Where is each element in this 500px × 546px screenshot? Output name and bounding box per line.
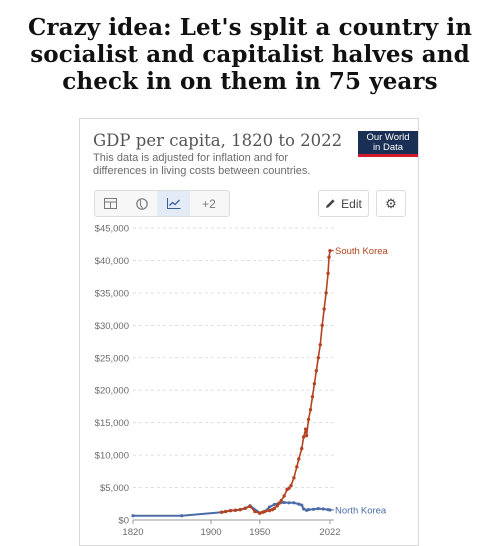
north-korea-point[interactable] — [316, 507, 320, 511]
chart-card — [79, 118, 419, 546]
tab-table[interactable] — [95, 191, 126, 216]
logo-line: Our World — [366, 132, 410, 143]
south-korea-point[interactable] — [292, 476, 296, 480]
view-tabs: +2 — [94, 190, 230, 217]
south-korea-point[interactable] — [322, 307, 326, 311]
chart-grid — [133, 227, 334, 521]
south-korea-point[interactable] — [312, 382, 317, 386]
north-korea-point[interactable] — [292, 501, 296, 505]
y-tick-label: $40,000 — [95, 256, 129, 267]
south-korea-point[interactable] — [258, 511, 262, 515]
south-korea-point[interactable] — [316, 356, 320, 360]
edit-label: Edit — [341, 196, 362, 211]
chart-title: GDP per capita, 1820 to 2022 — [93, 131, 343, 150]
y-tick-label: $0 — [118, 516, 129, 527]
north-korea-point[interactable] — [300, 503, 304, 507]
settings-button[interactable]: ⚙ — [376, 190, 406, 217]
chart-series — [131, 249, 332, 518]
north-korea-point[interactable] — [328, 508, 332, 512]
y-tick-label: $5,000 — [100, 483, 129, 494]
logo-line: in Data — [372, 142, 404, 153]
north-korea-point[interactable] — [282, 500, 286, 505]
south-korea-point[interactable] — [300, 446, 304, 451]
table-icon — [104, 198, 117, 209]
south-korea-point[interactable] — [243, 506, 247, 511]
south-korea-point[interactable] — [220, 510, 224, 514]
line-chart-icon — [166, 198, 180, 209]
south-korea-point[interactable] — [297, 457, 301, 461]
gear-icon: ⚙ — [385, 195, 397, 211]
y-tick-label: $30,000 — [95, 321, 129, 332]
y-tick-label: $10,000 — [95, 451, 129, 462]
chart-ticks: $0 $5,000 $10,000 $15,000 $20,000 $25,000 $30,… — [95, 224, 341, 539]
south-korea-point[interactable] — [228, 508, 233, 513]
x-tick-label: 1820 — [122, 527, 143, 538]
north-korea-point[interactable] — [267, 505, 272, 509]
tab-chart[interactable] — [157, 191, 190, 216]
south-korea-point[interactable] — [282, 494, 286, 498]
pencil-icon — [326, 199, 335, 208]
south-korea-point[interactable] — [275, 504, 280, 508]
more-tabs-button[interactable]: +2 — [202, 196, 216, 211]
y-tick-label: $20,000 — [95, 386, 129, 397]
south-korea-point[interactable] — [238, 507, 242, 512]
globe-icon — [135, 197, 148, 210]
south-korea-point[interactable] — [320, 323, 324, 328]
south-korea-point[interactable] — [306, 417, 311, 422]
south-korea-point[interactable] — [279, 498, 283, 503]
x-tick-label: 1950 — [249, 527, 270, 538]
north-korea-point[interactable] — [287, 501, 291, 505]
x-tick-label: 2022 — [319, 527, 340, 538]
south-korea-point[interactable] — [267, 508, 272, 513]
x-tick-label: 1900 — [200, 527, 221, 538]
south-korea-point[interactable] — [303, 427, 308, 431]
y-tick-label: $35,000 — [95, 288, 129, 299]
south-korea-line[interactable] — [220, 249, 331, 514]
meme-caption: Crazy idea: Let's split a country in soc… — [0, 14, 500, 95]
meme-caption-line: check in on them in 75 years — [62, 68, 438, 95]
north-korea-point[interactable] — [297, 502, 301, 506]
south-korea-point[interactable] — [295, 465, 299, 469]
south-korea-point[interactable] — [248, 504, 252, 509]
meme-caption-line: Crazy idea: Let's split a country in — [27, 14, 473, 41]
chart-subtitle: This data is adjusted for inflation and … — [93, 152, 311, 177]
north-korea-point[interactable] — [272, 502, 277, 507]
south-korea-point[interactable] — [253, 509, 257, 514]
south-korea-label[interactable]: South Korea — [335, 246, 389, 257]
south-korea-point[interactable] — [327, 255, 331, 259]
south-korea-point[interactable] — [308, 407, 313, 412]
edit-button[interactable]: Edit — [318, 190, 369, 217]
owid-logo[interactable]: Our World in Data — [358, 131, 418, 157]
south-korea-point[interactable] — [304, 433, 309, 438]
north-korea-label[interactable]: North Korea — [335, 505, 387, 516]
north-korea-point[interactable] — [311, 507, 316, 511]
y-tick-label: $15,000 — [95, 418, 129, 429]
south-korea-point[interactable] — [314, 369, 319, 373]
south-korea-point[interactable] — [233, 508, 238, 512]
south-korea-point[interactable] — [277, 501, 281, 505]
south-korea-point[interactable] — [328, 249, 332, 253]
chart-series-labels: North Korea South Korea — [331, 246, 389, 516]
north-korea-point[interactable] — [321, 507, 325, 511]
north-korea-point[interactable] — [302, 507, 306, 511]
north-korea-point[interactable] — [180, 514, 184, 518]
south-korea-point[interactable] — [289, 483, 293, 488]
south-korea-point[interactable] — [318, 343, 322, 347]
south-korea-point[interactable] — [310, 395, 315, 399]
south-korea-point[interactable] — [287, 486, 291, 490]
north-korea-point[interactable] — [306, 508, 311, 512]
south-korea-point[interactable] — [301, 435, 306, 439]
south-korea-point[interactable] — [223, 509, 228, 514]
south-korea-point[interactable] — [272, 506, 277, 511]
y-tick-label: $25,000 — [95, 353, 129, 364]
tab-map[interactable] — [126, 191, 157, 216]
south-korea-point[interactable] — [262, 509, 267, 514]
y-tick-label: $45,000 — [95, 224, 129, 235]
north-korea-point[interactable] — [131, 514, 135, 518]
south-korea-point[interactable] — [324, 291, 328, 295]
south-korea-point[interactable] — [326, 271, 330, 276]
meme-caption-line: socialist and capitalist halves and — [30, 41, 470, 68]
